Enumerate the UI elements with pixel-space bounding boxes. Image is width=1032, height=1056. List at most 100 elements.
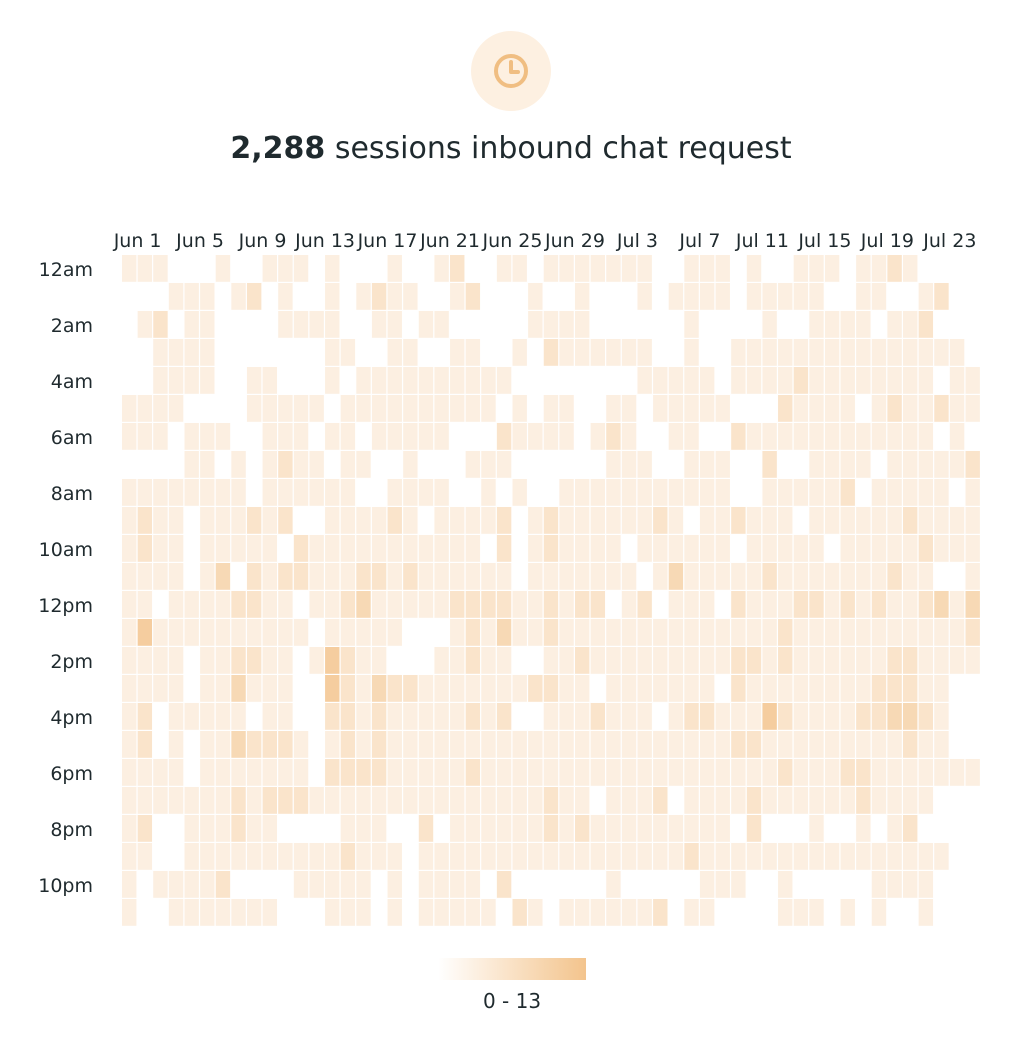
heatmap-cell xyxy=(184,367,199,394)
heatmap-cell xyxy=(356,899,371,926)
heatmap-cell xyxy=(434,479,449,506)
heatmap-cell xyxy=(684,311,699,338)
heatmap-cell xyxy=(793,759,809,786)
heatmap-cell xyxy=(840,535,855,562)
heatmap-cell xyxy=(434,535,449,562)
heatmap-cell xyxy=(293,423,309,450)
heatmap-cell xyxy=(450,787,465,814)
heatmap-cell xyxy=(215,563,231,590)
heatmap-cell xyxy=(496,759,512,786)
heatmap-cell xyxy=(590,843,606,870)
heatmap-cell xyxy=(200,871,215,898)
heatmap-cell xyxy=(434,311,449,338)
heatmap-cell xyxy=(949,507,965,534)
heatmap-cell xyxy=(840,619,855,646)
y-tick-label: 12am xyxy=(39,259,93,281)
heatmap-cell xyxy=(918,899,934,926)
heatmap-cell xyxy=(684,787,699,814)
heatmap-cell xyxy=(246,815,262,842)
heatmap-cell xyxy=(684,647,699,674)
heatmap-cell xyxy=(762,787,777,814)
x-tick-label: Jun 9 xyxy=(238,230,287,252)
heatmap-cell xyxy=(403,339,418,366)
heatmap-cell xyxy=(778,647,793,674)
heatmap-cell xyxy=(621,339,637,366)
heatmap-cell xyxy=(684,899,699,926)
heatmap-cell xyxy=(965,647,980,674)
heatmap-cell xyxy=(824,843,840,870)
heatmap-cell xyxy=(122,535,137,562)
heatmap-cell xyxy=(387,591,402,618)
heatmap-cell xyxy=(574,283,590,310)
heatmap-cell xyxy=(215,647,231,674)
heatmap-cell xyxy=(153,871,168,898)
heatmap-cell xyxy=(371,591,387,618)
heatmap-cell xyxy=(574,647,590,674)
heatmap-cell xyxy=(965,591,980,618)
heatmap-cell xyxy=(793,619,809,646)
heatmap-cell xyxy=(122,619,137,646)
heatmap-cell xyxy=(543,787,559,814)
heatmap-cell xyxy=(496,591,512,618)
heatmap-cell xyxy=(715,759,730,786)
heatmap-cell xyxy=(543,619,559,646)
heatmap-cell xyxy=(840,451,855,478)
heatmap-cell xyxy=(778,759,793,786)
heatmap-cell xyxy=(137,703,153,730)
heatmap-cell xyxy=(887,843,902,870)
heatmap-cell xyxy=(918,675,934,702)
heatmap-cell xyxy=(903,759,918,786)
heatmap-cell xyxy=(559,535,574,562)
heatmap-cell xyxy=(715,255,730,282)
heatmap-cell xyxy=(481,647,496,674)
heatmap-cell xyxy=(840,731,855,758)
heatmap-cell xyxy=(668,395,684,422)
heatmap-cell xyxy=(746,675,762,702)
heatmap-cell xyxy=(215,479,231,506)
heatmap-cell xyxy=(918,843,934,870)
heatmap-cell xyxy=(231,843,246,870)
heatmap-cell xyxy=(403,451,418,478)
heatmap-cell xyxy=(762,647,777,674)
heatmap-cell xyxy=(356,283,371,310)
heatmap-cell xyxy=(793,255,809,282)
heatmap-cell xyxy=(871,563,887,590)
heatmap-cell xyxy=(293,843,309,870)
heatmap-cell xyxy=(309,647,324,674)
heatmap-cell xyxy=(637,731,652,758)
heatmap-cell xyxy=(606,647,621,674)
heatmap-cell xyxy=(418,591,434,618)
heatmap-cell xyxy=(840,843,855,870)
heatmap-cell xyxy=(824,703,840,730)
heatmap-cell xyxy=(496,451,512,478)
heatmap-cell xyxy=(309,563,324,590)
heatmap-cell xyxy=(559,731,574,758)
heatmap-cell xyxy=(621,731,637,758)
chart-headline: 2,288 sessions inbound chat request xyxy=(0,128,1022,170)
heatmap-cell xyxy=(325,843,340,870)
heatmap-cell xyxy=(122,591,137,618)
heatmap-cell xyxy=(731,339,746,366)
heatmap-cell xyxy=(903,787,918,814)
heatmap-cell xyxy=(871,395,887,422)
heatmap-cell xyxy=(465,787,481,814)
heatmap-cell xyxy=(903,367,918,394)
heatmap-cell xyxy=(200,423,215,450)
heatmap-cell xyxy=(122,423,137,450)
x-tick-label: Jul 11 xyxy=(735,230,789,252)
heatmap-cell xyxy=(387,339,402,366)
heatmap-cell xyxy=(699,619,715,646)
heatmap-cell xyxy=(793,367,809,394)
heatmap-cell xyxy=(325,647,340,674)
heatmap-cell xyxy=(512,759,527,786)
heatmap-cell xyxy=(903,535,918,562)
heatmap-cell xyxy=(746,759,762,786)
heatmap-cell xyxy=(340,675,356,702)
heatmap-cell xyxy=(137,619,153,646)
heatmap-cell xyxy=(824,255,840,282)
heatmap-cell xyxy=(465,675,481,702)
heatmap-cell xyxy=(543,815,559,842)
heatmap-cell xyxy=(465,535,481,562)
heatmap-cell xyxy=(606,507,621,534)
heatmap-cell xyxy=(903,423,918,450)
